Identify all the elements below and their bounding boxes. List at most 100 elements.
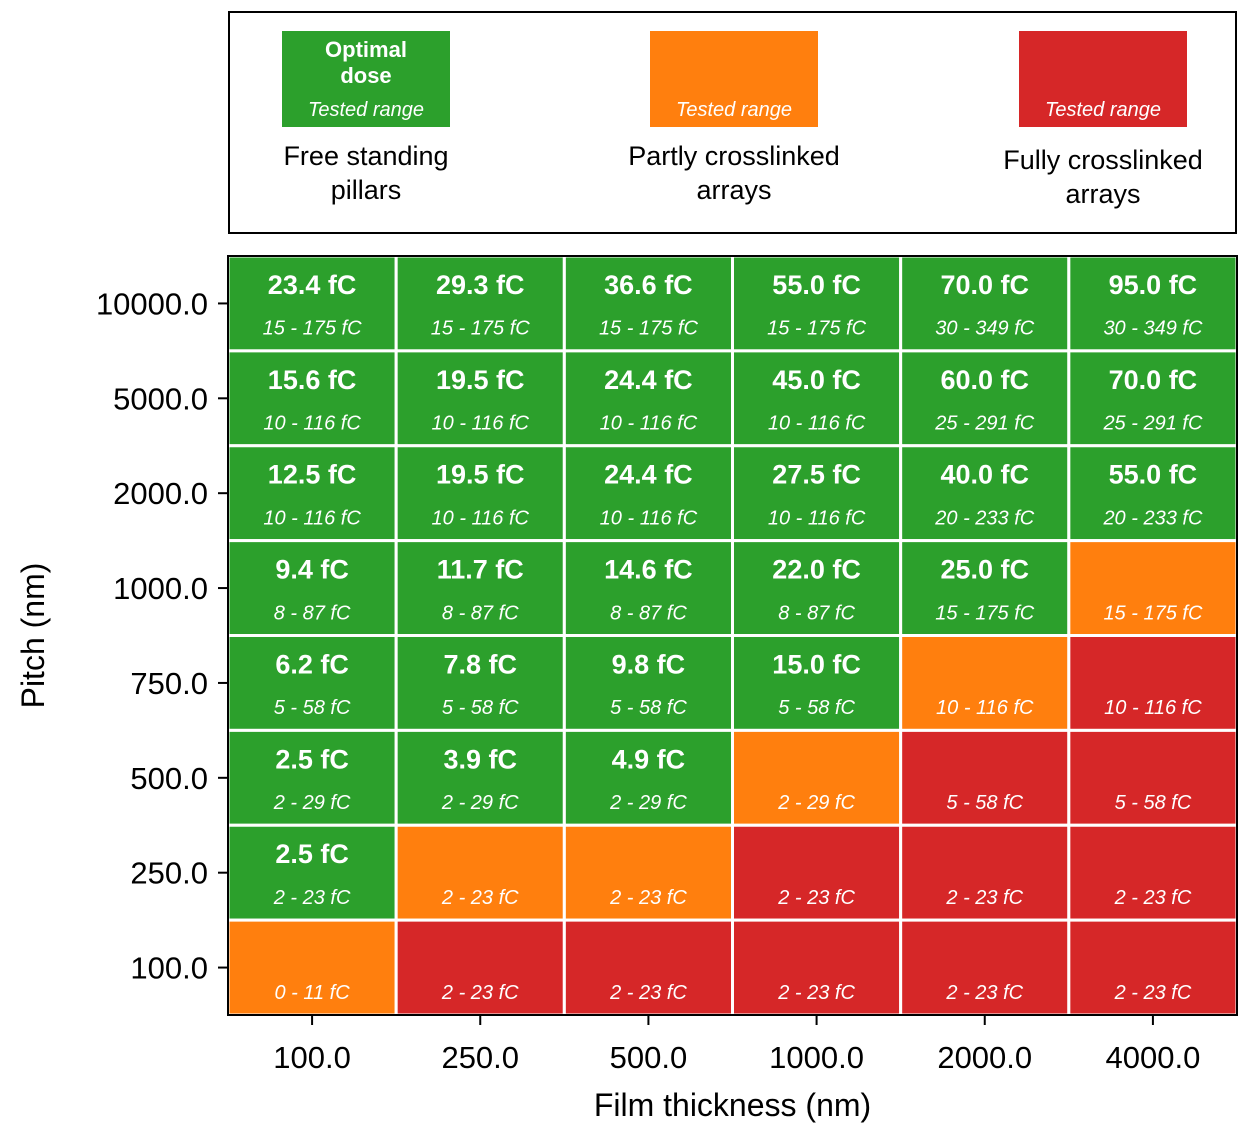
cell-dose-label: 19.5 fC: [436, 365, 525, 395]
y-tick-label: 500.0: [130, 761, 208, 796]
legend-swatch-title: Optimal dose: [325, 37, 407, 88]
y-tick-label: 10000.0: [96, 286, 208, 321]
heatmap-cell: [562, 918, 734, 1017]
heatmap-cell: [394, 823, 566, 922]
cell-range-label: 2 - 29 fC: [609, 792, 687, 814]
legend-swatch-subtitle: Tested range: [1044, 99, 1161, 121]
cell-dose-label: 24.4 fC: [604, 460, 693, 490]
cell-range-label: 5 - 58 fC: [778, 697, 855, 719]
cell-range-label: 10 - 116 fC: [432, 507, 530, 529]
y-tick-label: 250.0: [130, 856, 208, 891]
cell-range-label: 5 - 58 fC: [274, 697, 351, 719]
cell-range-label: 2 - 23 fC: [945, 887, 1023, 909]
heatmap-cell: [394, 539, 566, 637]
cell-dose-label: 23.4 fC: [268, 270, 357, 300]
cell-dose-label: 7.8 fC: [443, 649, 517, 679]
x-tick-label: 500.0: [610, 1040, 688, 1075]
cell-range-label: 2 - 23 fC: [609, 887, 687, 909]
cell-range-label: 15 - 175 fC: [767, 318, 867, 340]
cell-range-label: 2 - 23 fC: [609, 982, 687, 1004]
heatmap-cell: [562, 823, 734, 922]
heatmap-cell: [731, 349, 903, 448]
cell-dose-label: 27.5 fC: [772, 460, 861, 490]
heatmap-cells: 23.4 fC 15 - 175 fC 29.3 fC 15 - 175 fC 36.6…: [226, 254, 1238, 1017]
cell-range-label: 2 - 23 fC: [1114, 982, 1192, 1004]
cell-range-label: 2 - 23 fC: [273, 887, 351, 909]
heatmap-cell: [899, 634, 1071, 732]
legend-swatch-partly: Tested range: [650, 31, 818, 127]
heatmap-cell: [899, 728, 1071, 827]
cell-dose-label: 4.9 fC: [612, 744, 686, 774]
cell-range-label: 0 - 11 fC: [274, 982, 350, 1004]
legend: Optimal dose Tested range Free standing …: [228, 11, 1237, 234]
cell-range-label: 5 - 58 fC: [610, 697, 687, 719]
cell-range-label: 10 - 116 fC: [1104, 697, 1202, 719]
cell-range-label: 2 - 29 fC: [273, 792, 351, 814]
legend-label-free: Free standing pillars: [283, 141, 449, 205]
cell-dose-label: 95.0 fC: [1109, 270, 1198, 300]
y-tick-label: 750.0: [130, 666, 208, 701]
legend-swatch-subtitle: Tested range: [307, 99, 424, 121]
legend-swatch-free: Optimal dose Tested range: [282, 31, 450, 127]
plot-frame: [227, 255, 1238, 1016]
heatmap-cell: [899, 349, 1071, 448]
cell-range-label: 15 - 175 fC: [263, 318, 363, 340]
heatmap-cell: [394, 918, 566, 1017]
legend-label-fully: Fully crosslinked arrays: [1003, 145, 1203, 209]
y-axis-label: Pitch (nm): [15, 563, 51, 709]
cell-range-label: 5 - 58 fC: [442, 697, 519, 719]
legend-label-partly: Partly crosslinked arrays: [628, 141, 840, 205]
cell-dose-label: 25.0 fC: [940, 555, 1029, 585]
heatmap-cell: [1067, 634, 1238, 732]
x-tick-label: 2000.0: [937, 1040, 1032, 1075]
cell-dose-label: 24.4 fC: [604, 365, 693, 395]
cell-dose-label: 70.0 fC: [940, 270, 1029, 300]
cell-range-label: 10 - 116 fC: [768, 507, 866, 529]
cell-range-label: 2 - 23 fC: [945, 982, 1023, 1004]
heatmap-cell: [731, 728, 903, 827]
cell-range-label: 5 - 58 fC: [1115, 792, 1192, 814]
cell-range-label: 2 - 23 fC: [441, 887, 519, 909]
heatmap-cell: [562, 728, 734, 827]
cell-dose-label: 9.4 fC: [275, 555, 349, 585]
cell-range-label: 8 - 87 fC: [442, 602, 519, 624]
cell-dose-label: 19.5 fC: [436, 460, 525, 490]
cell-dose-label: 6.2 fC: [275, 649, 349, 679]
cell-dose-label: 11.7 fC: [437, 555, 524, 585]
cell-dose-label: 15.6 fC: [268, 365, 357, 395]
cell-range-label: 15 - 175 fC: [935, 602, 1035, 624]
cell-dose-label: 29.3 fC: [436, 270, 525, 300]
cell-dose-label: 60.0 fC: [940, 365, 1029, 395]
cell-range-label: 15 - 175 fC: [599, 318, 699, 340]
cell-range-label: 30 - 349 fC: [1103, 318, 1203, 340]
cell-dose-label: 36.6 fC: [604, 270, 693, 300]
cell-range-label: 2 - 23 fC: [441, 982, 519, 1004]
y-tick-label: 1000.0: [113, 571, 208, 606]
cell-dose-label: 22.0 fC: [772, 555, 861, 585]
cell-range-label: 8 - 87 fC: [274, 602, 351, 624]
cell-dose-label: 15.0 fC: [772, 649, 861, 679]
cell-dose-label: 55.0 fC: [772, 270, 861, 300]
cell-dose-label: 2.5 fC: [275, 839, 349, 869]
cell-range-label: 10 - 116 fC: [263, 413, 361, 435]
y-tick-label: 5000.0: [113, 381, 208, 416]
cell-dose-label: 9.8 fC: [612, 649, 686, 679]
cell-range-label: 2 - 29 fC: [441, 792, 519, 814]
cell-dose-label: 3.9 fC: [443, 744, 517, 774]
x-axis-label: Film thickness (nm): [594, 1087, 871, 1123]
cell-dose-label: 2.5 fC: [275, 744, 349, 774]
cell-range-label: 15 - 175 fC: [1103, 602, 1203, 624]
cell-range-label: 25 - 291 fC: [1102, 413, 1203, 435]
cell-range-label: 10 - 116 fC: [432, 413, 530, 435]
heatmap-cell: [731, 634, 903, 732]
cell-dose-label: 45.0 fC: [772, 365, 861, 395]
heatmap-cell: [562, 444, 734, 543]
cell-range-label: 2 - 23 fC: [1114, 887, 1192, 909]
heatmap-cell: [1067, 918, 1238, 1017]
cell-range-label: 20 - 233 fC: [934, 507, 1035, 529]
y-tick-label: 2000.0: [113, 476, 208, 511]
cell-dose-label: 40.0 fC: [940, 460, 1029, 490]
cell-range-label: 30 - 349 fC: [935, 318, 1035, 340]
cell-dose-label: 14.6 fC: [604, 555, 693, 585]
